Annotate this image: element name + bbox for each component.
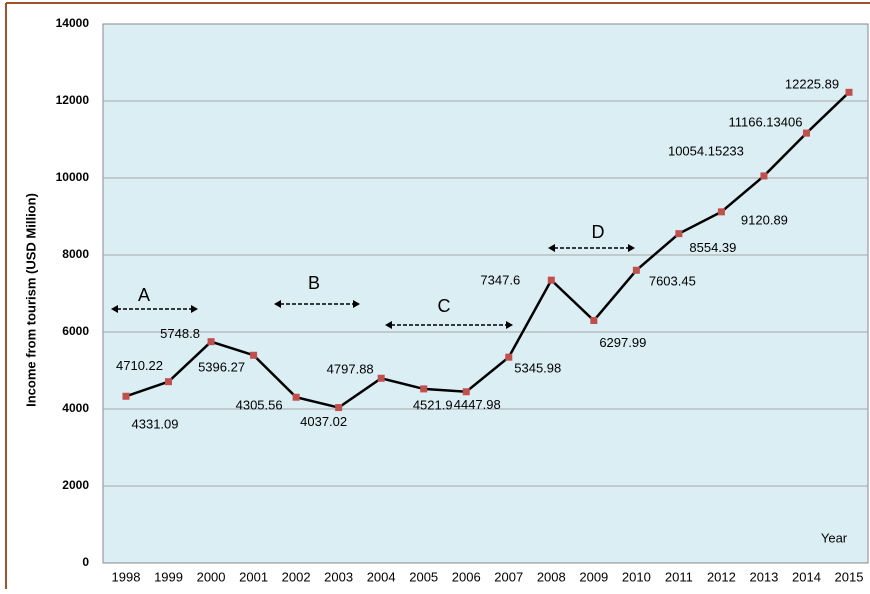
- marker: [420, 385, 428, 393]
- data-label: 5396.27: [198, 360, 245, 375]
- marker: [845, 88, 853, 96]
- marker: [462, 388, 470, 396]
- x-tick-label: 2010: [622, 569, 651, 584]
- data-label: 8554.39: [689, 240, 736, 255]
- data-label: 4331.09: [132, 417, 179, 432]
- x-tick-label: 2015: [835, 569, 864, 584]
- x-axis-label: Year: [821, 530, 848, 545]
- data-label: 4521.9: [413, 397, 453, 412]
- x-tick-label: 2007: [494, 569, 523, 584]
- x-tick-label: 1999: [154, 569, 183, 584]
- marker: [717, 208, 725, 216]
- data-label: 6297.99: [599, 335, 646, 350]
- marker: [675, 230, 683, 238]
- data-label: 4447.98: [454, 397, 501, 412]
- y-tick-label: 0: [82, 555, 89, 569]
- marker: [802, 129, 810, 137]
- y-tick-label: 10000: [56, 170, 90, 184]
- annotation: C: [438, 296, 451, 316]
- data-label: 11166.13406: [728, 115, 802, 130]
- y-tick-label: 8000: [62, 247, 89, 261]
- data-label: 7347.6: [480, 273, 520, 288]
- marker: [505, 353, 513, 361]
- y-tick-label: 2000: [62, 478, 89, 492]
- x-tick-label: 2008: [537, 569, 566, 584]
- marker: [207, 338, 215, 346]
- marker: [377, 374, 385, 382]
- marker: [760, 172, 768, 180]
- y-tick-label: 14000: [56, 16, 90, 30]
- y-tick-label: 4000: [62, 401, 89, 415]
- marker: [122, 392, 130, 400]
- marker: [250, 351, 258, 359]
- data-label: 5345.98: [514, 361, 561, 376]
- x-tick-label: 2012: [707, 569, 736, 584]
- y-tick-label: 12000: [56, 93, 90, 107]
- x-tick-label: 1998: [112, 569, 141, 584]
- x-tick-label: 2009: [579, 569, 608, 584]
- marker: [547, 276, 555, 284]
- data-label: 5748.8: [160, 326, 200, 341]
- marker: [590, 317, 598, 325]
- marker: [335, 404, 343, 412]
- data-label: 4710.22: [116, 358, 163, 373]
- marker: [165, 378, 173, 386]
- x-tick-label: 2002: [282, 569, 311, 584]
- data-label: 7603.45: [649, 274, 696, 289]
- data-label: 12225.89: [785, 77, 839, 92]
- data-label: 4305.56: [236, 398, 283, 413]
- x-tick-label: 2003: [324, 569, 353, 584]
- annotation: D: [592, 222, 605, 242]
- x-tick-label: 2011: [665, 569, 693, 584]
- x-tick-label: 2014: [792, 569, 821, 584]
- plot-area: [102, 23, 869, 564]
- data-label: 9120.89: [741, 212, 788, 227]
- annotation: A: [138, 285, 150, 305]
- x-tick-label: 2000: [197, 569, 226, 584]
- marker: [632, 266, 640, 274]
- x-tick-label: 2013: [749, 569, 778, 584]
- x-tick-label: 2004: [367, 569, 396, 584]
- x-tick-label: 2001: [239, 569, 268, 584]
- y-axis-label: Income from tourism (USD Million): [23, 193, 38, 407]
- y-tick-label: 6000: [62, 324, 89, 338]
- annotation: B: [308, 273, 320, 293]
- data-label: 4037.02: [300, 414, 347, 429]
- marker: [292, 393, 300, 401]
- data-label: 4797.88: [327, 362, 374, 377]
- x-tick-label: 2006: [452, 569, 481, 584]
- data-label: 10054.15233: [668, 143, 744, 158]
- x-tick-label: 2005: [409, 569, 438, 584]
- line: [125, 91, 850, 409]
